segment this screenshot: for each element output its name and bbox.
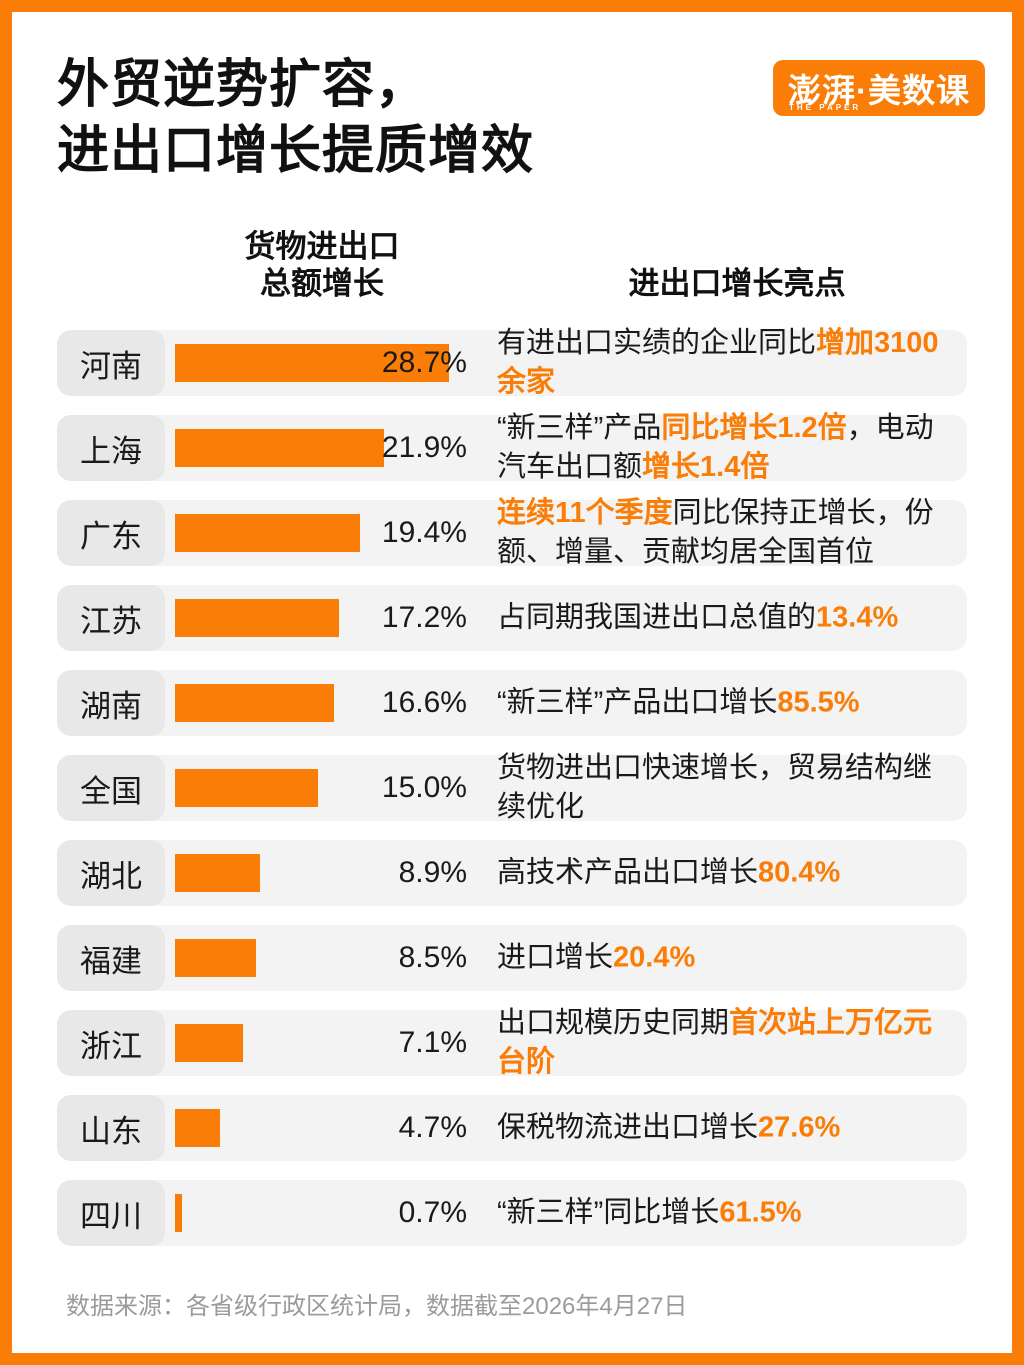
value-label: 8.5%	[398, 941, 467, 974]
highlight-emphasis: 首次站上万亿元台阶	[497, 1007, 933, 1078]
highlight-plain: 进口增长	[497, 941, 614, 974]
highlight-plain: 出口规模历史同期	[497, 1007, 730, 1039]
highlight-plain: 同比保持正增长，份额、增量、贡献均居全国首位	[497, 497, 934, 568]
value-bar	[175, 344, 450, 382]
highlight-text: 出口规模历史同期首次站上万亿元台阶	[497, 1004, 957, 1082]
column-header-highlights: 进出口增长亮点	[628, 266, 846, 301]
highlight-text: 高技术产品出口增长80.4%	[497, 854, 957, 893]
region-label: 江苏	[57, 585, 165, 651]
value-label: 28.7%	[381, 346, 467, 379]
chart-row: 福建 8.5% 进口增长20.4%	[57, 925, 967, 991]
chart-row: 湖北 8.9% 高技术产品出口增长80.4%	[57, 840, 967, 906]
value-label: 0.7%	[398, 1196, 467, 1229]
value-label: 4.7%	[398, 1111, 467, 1144]
highlight-emphasis: 27.6%	[758, 1111, 841, 1144]
highlight-emphasis: 13.4%	[816, 601, 899, 634]
chart-row: 上海 21.9% “新三样”产品同比增长1.2倍，电动汽车出口额增长1.4倍	[57, 412, 967, 483]
chart-row: 浙江 7.1% 出口规模历史同期首次站上万亿元台阶	[57, 1007, 967, 1078]
data-source-note: 数据来源：各省级行政区统计局，数据截至2026年4月27日	[66, 1293, 688, 1320]
value-label: 8.9%	[398, 856, 467, 889]
column-headers: 货物进出口 总额增长 进出口增长亮点	[57, 218, 967, 330]
highlight-plain: “新三样”产品出口增长	[497, 686, 778, 719]
chart-row: 河南 28.7% 有进出口实绩的企业同比增加3100余家	[57, 327, 967, 398]
value-bar	[175, 769, 319, 807]
value-label: 21.9%	[381, 431, 467, 464]
highlight-plain: 保税物流进出口增长	[497, 1111, 759, 1144]
highlight-plain: ，电动汽车出口额	[497, 412, 934, 483]
region-label: 湖南	[57, 670, 165, 736]
highlight-emphasis: 85.5%	[777, 686, 860, 719]
bar-chart: 河南 28.7% 有进出口实绩的企业同比增加3100余家上海 21.9% “新三样”产品…	[57, 327, 967, 1246]
highlight-plain: 有进出口实绩的企业同比	[497, 327, 817, 359]
highlight-text: “新三样”同比增长61.5%	[497, 1194, 957, 1233]
chart-row: 江苏 17.2% 占同期我国进出口总值的13.4%	[57, 585, 967, 651]
highlight-emphasis: 增长1.4倍	[642, 451, 770, 483]
chart-row: 山东 4.7% 保税物流进出口增长27.6%	[57, 1095, 967, 1161]
highlight-emphasis: 连续11个季度	[497, 497, 673, 529]
value-bar	[175, 599, 340, 637]
highlight-text: 有进出口实绩的企业同比增加3100余家	[497, 324, 957, 402]
highlight-plain: 占同期我国进出口总值的	[497, 601, 817, 634]
highlight-emphasis: 20.4%	[613, 941, 696, 974]
highlight-text: 连续11个季度同比保持正增长，份额、增量、贡献均居全国首位	[497, 494, 957, 572]
region-label: 四川	[57, 1180, 165, 1246]
value-bar	[175, 854, 260, 892]
column-header-bar-line1: 货物进出口	[244, 229, 400, 264]
logo-subtext: THE PAPER	[789, 103, 862, 112]
value-label: 17.2%	[381, 601, 467, 634]
value-bar	[175, 1024, 243, 1062]
value-bar	[175, 684, 334, 722]
region-label: 广东	[57, 500, 165, 566]
page-title-line2: 进出口增长提质增效	[57, 122, 535, 180]
value-bar	[175, 1109, 220, 1147]
value-label: 16.6%	[381, 686, 467, 719]
chart-row: 四川 0.7% “新三样”同比增长61.5%	[57, 1180, 967, 1246]
region-label: 全国	[57, 755, 165, 821]
highlight-emphasis: 80.4%	[758, 856, 841, 889]
region-label: 山东	[57, 1095, 165, 1161]
page-title: 外贸逆势扩容， 进出口增长提质增效	[57, 52, 967, 184]
column-header-bar-growth: 货物进出口 总额增长	[177, 228, 467, 302]
header: 外贸逆势扩容， 进出口增长提质增效 澎湃·美数课 THE PAPER	[57, 52, 985, 184]
value-bar	[175, 939, 257, 977]
highlight-emphasis: 同比增长1.2倍	[661, 412, 847, 444]
highlight-text: “新三样”产品出口增长85.5%	[497, 684, 957, 723]
region-label: 福建	[57, 925, 165, 991]
chart-row: 广东 19.4% 连续11个季度同比保持正增长，份额、增量、贡献均居全国首位	[57, 497, 967, 568]
value-label: 7.1%	[398, 1026, 467, 1059]
highlight-text: 保税物流进出口增长27.6%	[497, 1109, 957, 1148]
highlight-text: 占同期我国进出口总值的13.4%	[497, 599, 957, 638]
value-label: 15.0%	[381, 771, 467, 804]
logo-text: 澎湃·美数课	[788, 72, 970, 109]
highlight-emphasis: 61.5%	[719, 1196, 802, 1229]
highlight-text: 进口增长20.4%	[497, 939, 957, 978]
highlight-plain: “新三样”产品	[497, 412, 662, 444]
value-bar	[175, 429, 385, 467]
value-label: 19.4%	[381, 516, 467, 549]
value-bar	[175, 514, 361, 552]
region-label: 湖北	[57, 840, 165, 906]
page-title-line1: 外贸逆势扩容，	[57, 56, 429, 114]
highlight-text: “新三样”产品同比增长1.2倍，电动汽车出口额增长1.4倍	[497, 409, 957, 487]
chart-row: 湖南 16.6% “新三样”产品出口增长85.5%	[57, 670, 967, 736]
column-header-bar-line2: 总额增长	[260, 266, 384, 301]
highlight-emphasis: 增加3100余家	[497, 327, 939, 398]
region-label: 浙江	[57, 1010, 165, 1076]
region-label: 上海	[57, 415, 165, 481]
highlight-text: 货物进出口快速增长，贸易结构继续优化	[497, 749, 957, 827]
highlight-plain: 高技术产品出口增长	[497, 856, 759, 889]
highlight-plain: “新三样”同比增长	[497, 1196, 720, 1229]
value-bar	[175, 1194, 182, 1232]
highlight-plain: 货物进出口快速增长，贸易结构继续优化	[497, 752, 933, 823]
chart-row: 全国 15.0% 货物进出口快速增长，贸易结构继续优化	[57, 752, 967, 823]
region-label: 河南	[57, 330, 165, 396]
thepaper-meishuke-logo: 澎湃·美数课 THE PAPER	[773, 60, 985, 116]
